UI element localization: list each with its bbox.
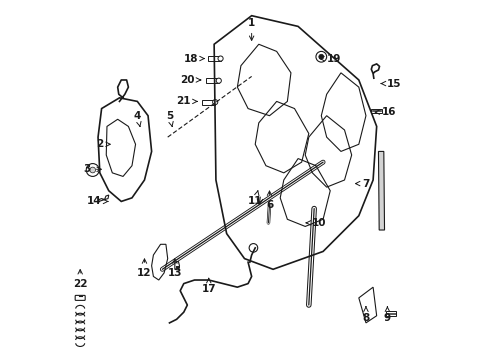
Text: 2: 2 xyxy=(96,139,110,149)
Circle shape xyxy=(218,56,223,61)
Text: 6: 6 xyxy=(265,191,273,210)
Text: 8: 8 xyxy=(362,307,369,323)
Text: 12: 12 xyxy=(137,259,151,278)
Text: 19: 19 xyxy=(319,54,340,64)
Bar xyxy=(202,100,215,105)
Text: 1: 1 xyxy=(247,18,255,40)
Circle shape xyxy=(216,78,221,83)
Bar xyxy=(370,109,381,113)
Bar xyxy=(205,78,218,83)
Text: 13: 13 xyxy=(167,259,182,278)
Bar xyxy=(385,311,395,316)
Text: 11: 11 xyxy=(247,191,262,206)
Text: 18: 18 xyxy=(183,54,204,64)
Text: 4: 4 xyxy=(133,111,141,126)
Text: 7: 7 xyxy=(355,179,369,189)
Circle shape xyxy=(90,167,95,173)
Text: 21: 21 xyxy=(176,96,197,107)
Text: 5: 5 xyxy=(165,111,173,126)
Text: 15: 15 xyxy=(381,78,401,89)
Text: 20: 20 xyxy=(180,75,200,85)
Polygon shape xyxy=(378,152,384,230)
Text: 22: 22 xyxy=(73,270,87,289)
Text: 10: 10 xyxy=(305,218,326,228)
Bar xyxy=(207,56,220,61)
FancyBboxPatch shape xyxy=(75,296,85,300)
Text: 17: 17 xyxy=(201,278,216,294)
Circle shape xyxy=(318,54,323,59)
Text: 14: 14 xyxy=(87,197,107,206)
Circle shape xyxy=(212,100,217,105)
Text: 3: 3 xyxy=(83,164,101,174)
Text: 16: 16 xyxy=(374,107,396,117)
Text: 9: 9 xyxy=(383,307,390,323)
